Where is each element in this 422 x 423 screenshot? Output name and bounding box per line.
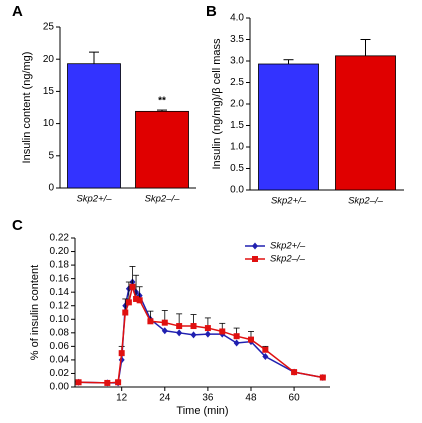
x-tick-label: 48 [245, 393, 257, 404]
data-point [190, 331, 197, 339]
y-axis-title: Insulin (ng/mg)/β cell mass [211, 38, 223, 170]
x-tick-label: Skp2+/– [76, 194, 112, 205]
panel-label: A [12, 3, 23, 20]
data-point [291, 369, 298, 376]
y-tick-label: 1.0 [230, 142, 244, 153]
y-tick-label: 5 [48, 150, 54, 161]
y-tick-label: 0.14 [50, 287, 70, 298]
y-tick-label: 20 [43, 54, 55, 65]
bar [335, 55, 396, 191]
y-tick-label: 2.5 [230, 77, 244, 88]
y-tick-label: 0.12 [50, 300, 70, 311]
y-tick-label: 0.06 [50, 341, 70, 352]
panel-label: B [206, 3, 217, 20]
x-tick-label: 36 [202, 393, 214, 404]
data-point [233, 333, 240, 340]
data-point [133, 295, 140, 302]
y-tick-label: 25 [43, 22, 55, 33]
y-tick-label: 4.0 [230, 13, 244, 24]
y-tick-label: 15 [43, 86, 55, 97]
panel-label: C [12, 217, 23, 234]
data-point [176, 323, 183, 330]
y-axis-title: % of insulin content [29, 265, 41, 360]
y-tick-label: 0.02 [50, 368, 70, 379]
y-tick-label: 0.0 [230, 185, 244, 196]
y-tick-label: 0.08 [50, 327, 70, 338]
data-point [147, 318, 154, 325]
y-tick-label: 0 [48, 183, 54, 194]
data-point [247, 336, 254, 343]
x-tick-label: 60 [289, 393, 301, 404]
y-tick-label: 0.10 [50, 314, 70, 325]
data-point [233, 339, 240, 347]
x-tick-label: Skp2+/– [271, 196, 307, 207]
data-point [262, 346, 269, 353]
x-tick-label: Skp2–/– [348, 196, 384, 207]
legend-label: Skp2+/– [270, 241, 306, 252]
data-point [136, 297, 143, 304]
y-tick-label: 2.0 [230, 99, 244, 110]
data-point [125, 299, 132, 306]
data-point [190, 323, 197, 330]
data-point [161, 319, 168, 326]
data-point [219, 328, 226, 335]
data-point [161, 327, 168, 335]
y-tick-label: 0.04 [50, 355, 70, 366]
x-tick-label: 12 [116, 393, 128, 404]
y-tick-label: 0.00 [50, 382, 70, 393]
data-point [122, 309, 129, 316]
y-tick-label: 1.5 [230, 120, 244, 131]
data-point [115, 379, 122, 386]
y-tick-label: 0.22 [50, 233, 70, 244]
x-tick-label: Skp2–/– [145, 194, 181, 205]
legend-marker [252, 242, 258, 250]
data-point [104, 379, 111, 386]
legend-label: Skp2–/– [270, 254, 306, 265]
data-point [204, 330, 211, 338]
data-point [262, 353, 269, 361]
annotation: ** [158, 96, 166, 107]
y-tick-label: 3.5 [230, 34, 244, 45]
x-axis-title: Time (min) [176, 405, 228, 417]
series-line [78, 280, 323, 384]
data-point [129, 283, 136, 290]
y-tick-label: 0.5 [230, 163, 244, 174]
y-tick-label: 0.20 [50, 246, 70, 257]
x-tick-label: 24 [159, 393, 171, 404]
data-point [75, 379, 82, 386]
data-point [204, 325, 211, 332]
legend-marker [252, 256, 258, 262]
bar [135, 110, 189, 189]
y-axis-title: Insulin content (ng/mg) [21, 52, 33, 164]
y-tick-label: 0.18 [50, 260, 70, 271]
data-point [176, 329, 183, 337]
y-tick-label: 0.16 [50, 273, 70, 284]
bar [258, 63, 319, 191]
y-tick-label: 10 [43, 118, 55, 129]
data-point [118, 350, 125, 357]
bar [67, 63, 121, 189]
y-tick-label: 3.0 [230, 56, 244, 67]
data-point [319, 374, 326, 381]
